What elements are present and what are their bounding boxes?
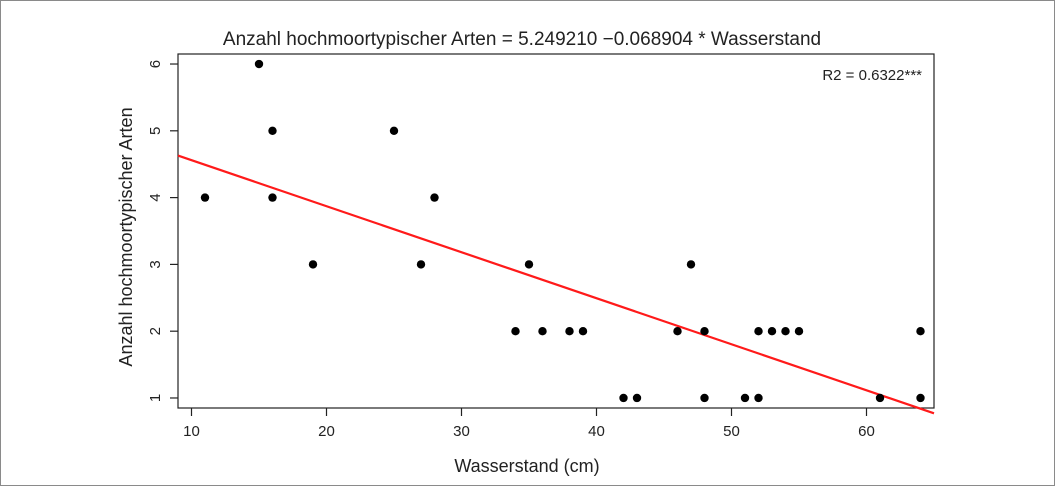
data-point — [578, 326, 588, 336]
data-point — [200, 193, 210, 202]
y-tick-label: 2 — [147, 327, 164, 335]
data-point — [416, 260, 426, 269]
y-tick-label: 3 — [147, 260, 164, 268]
data-point — [794, 326, 804, 336]
y-tick-label: 1 — [147, 394, 164, 402]
y-tick-label: 6 — [147, 60, 164, 68]
regression-line — [177, 154, 935, 415]
data-point — [754, 326, 763, 336]
data-point — [916, 393, 925, 403]
x-tick-label: 50 — [723, 423, 740, 440]
data-point — [673, 326, 682, 336]
data-point — [268, 193, 277, 202]
plot-area — [177, 53, 935, 409]
data-point — [389, 126, 399, 136]
data-point — [754, 393, 763, 403]
x-tick-label: 60 — [858, 423, 875, 440]
data-point — [700, 393, 709, 403]
data-point — [538, 326, 547, 336]
data-point — [524, 260, 534, 269]
data-point — [740, 393, 750, 403]
data-points — [200, 59, 925, 403]
data-point — [308, 260, 318, 269]
data-point — [268, 126, 277, 136]
y-axis-label: Anzahl hochmoortypischer Arten — [116, 107, 136, 366]
data-point — [511, 326, 520, 336]
data-point — [875, 393, 885, 403]
x-tick-label: 20 — [318, 423, 335, 440]
data-point — [916, 326, 925, 336]
x-tick-label: 10 — [183, 423, 200, 440]
y-tick-label: 5 — [147, 127, 164, 135]
data-point — [686, 260, 696, 269]
data-point — [430, 193, 439, 202]
x-tick-label: 40 — [588, 423, 605, 440]
x-tick-label: 30 — [453, 423, 470, 440]
data-point — [632, 393, 642, 403]
data-point — [619, 393, 628, 403]
y-tick-label: 4 — [147, 193, 164, 201]
x-axis: 10 20 30 40 50 60 — [183, 408, 875, 440]
data-point — [254, 59, 264, 69]
data-point — [565, 326, 574, 336]
x-axis-label: Wasserstand (cm) — [454, 456, 599, 476]
data-point — [767, 326, 777, 336]
data-point — [700, 326, 709, 336]
y-axis: 1 2 3 4 5 6 — [147, 60, 178, 402]
r2-annotation: R2 = 0.6322*** — [822, 67, 922, 84]
data-point — [781, 326, 790, 336]
chart-title: Anzahl hochmoortypischer Arten = 5.24921… — [223, 29, 821, 50]
